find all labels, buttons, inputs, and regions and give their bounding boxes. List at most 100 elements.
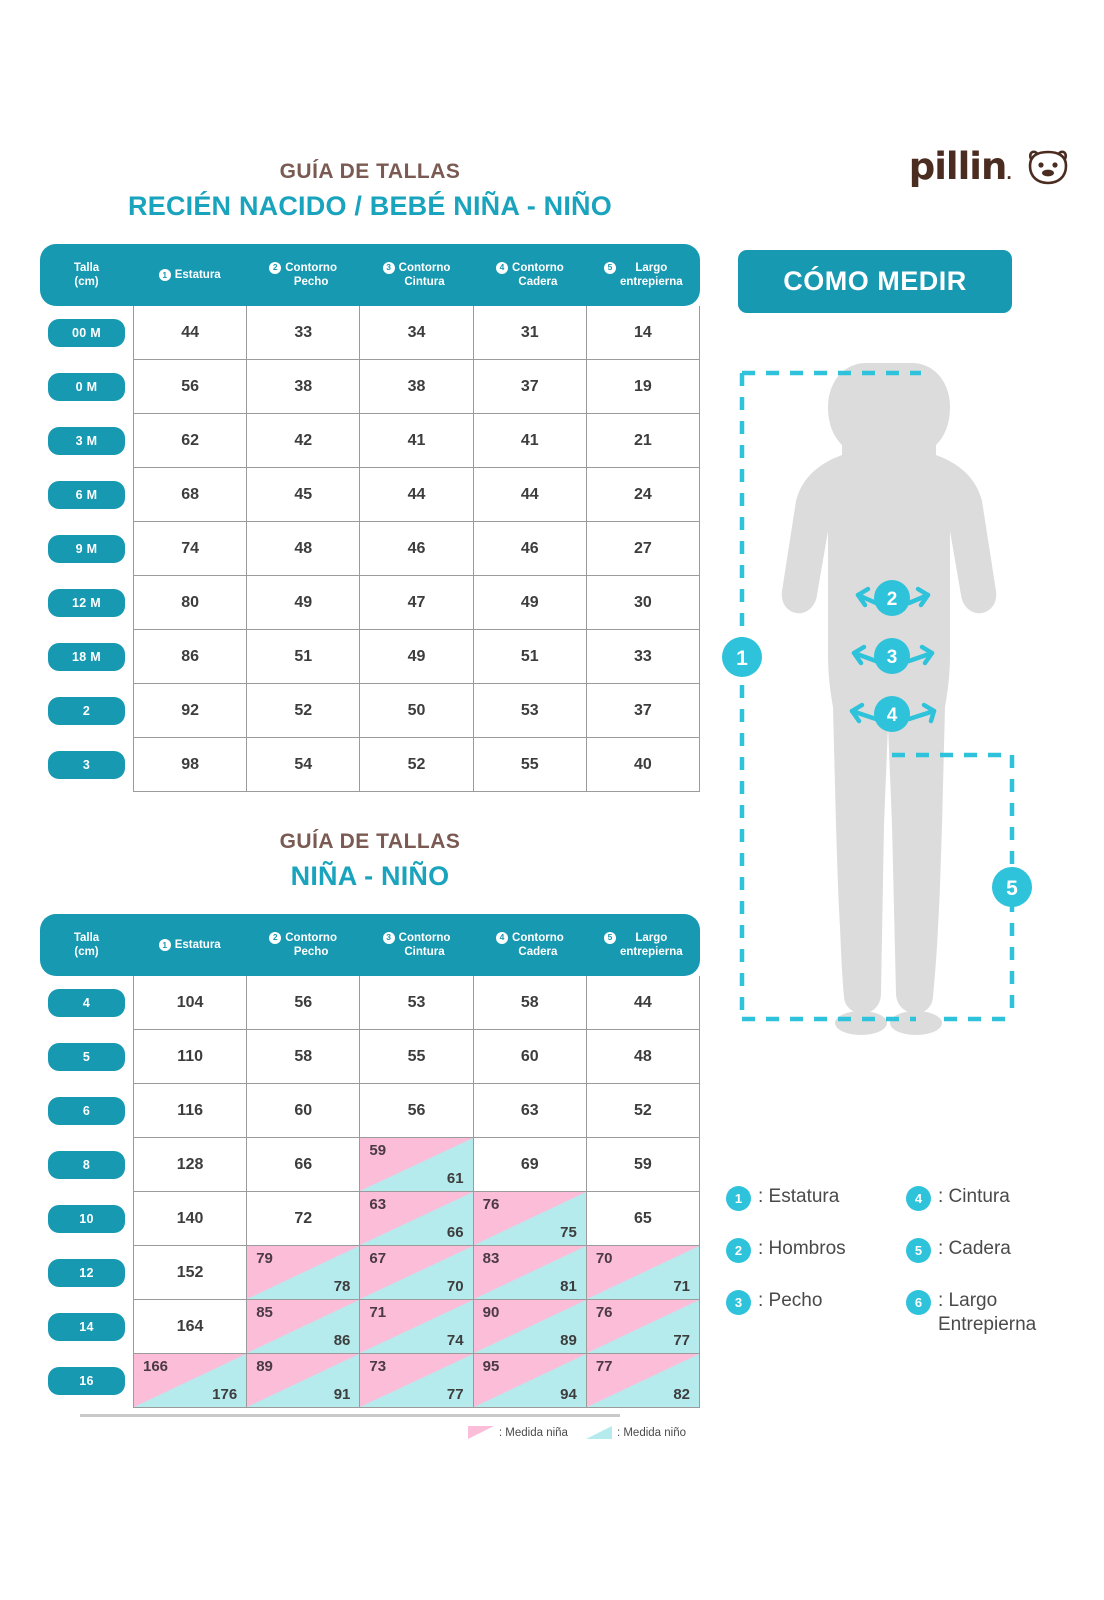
marker-2-icon: 2 (726, 1238, 751, 1263)
data-cells: 62 42 41 41 21 (133, 414, 700, 468)
table-cell: 42 (247, 414, 361, 467)
data-cells: 98 54 52 55 40 (133, 738, 700, 792)
gender-legend-item: : Medida niña (467, 1426, 568, 1439)
measurement-legend-label: : Estatura (758, 1186, 840, 1207)
table-cell-split: 83 81 (473, 1246, 587, 1299)
table-cell: 37 (474, 360, 587, 413)
size-cell: 12 M (40, 576, 133, 630)
table-cell: 37 (634, 701, 652, 719)
table-cell: 19 (634, 377, 652, 395)
boy-measure-value: 82 (673, 1386, 691, 1403)
table-cell: 152 (134, 1246, 248, 1299)
data-cells: 140 72 63 66 76 75 65 (133, 1192, 700, 1246)
table-cell-split: 76 77 (586, 1300, 700, 1353)
table-cell: 92 (134, 684, 248, 737)
data-cells: 44 33 34 31 14 (133, 306, 700, 360)
measurement-legend-item: 1 : Estatura (726, 1185, 906, 1211)
table-cell: 128 (134, 1138, 248, 1191)
table2-header-entrepierna: 5 Largo entrepierna (587, 931, 700, 960)
table-cell: 58 (474, 976, 587, 1029)
measurement-legend-label: : Cintura (938, 1186, 1010, 1207)
size-cell: 2 (40, 684, 133, 738)
hip-arrows-icon (849, 702, 937, 724)
marker-3-icon: 3 (382, 931, 395, 944)
table1-title: RECIÉN NACIDO / BEBÉ NIÑA - NIÑO (128, 191, 612, 221)
table-cell: 41 (360, 414, 474, 467)
shoulder-arrows-icon (855, 586, 931, 608)
girl-measure-value: 79 (256, 1250, 273, 1267)
table-cell-split: 67 70 (360, 1246, 474, 1299)
marker-2-icon: 2 (269, 261, 282, 274)
table-cell: 56 (247, 976, 361, 1029)
data-cells: 166 176 89 91 73 77 95 94 77 82 (133, 1354, 700, 1408)
size-cell: 00 M (40, 306, 133, 360)
data-cells: 56 38 38 37 19 (133, 360, 700, 414)
table-cell-split: 70 71 (586, 1246, 700, 1299)
girl-measure-value: 85 (256, 1304, 273, 1321)
table-cell: 55 (360, 1030, 474, 1083)
size-cell: 4 (40, 976, 133, 1030)
measurement-legend-item: 5: Cadera (906, 1237, 1086, 1263)
size-pill: 9 M (48, 535, 125, 563)
measurement-legend-item: 3: Pecho (726, 1289, 906, 1315)
girl-measure-value: 76 (595, 1304, 613, 1321)
marker-1-icon: 1 (726, 1186, 751, 1211)
table-cell: 33 (247, 306, 361, 359)
marker-3-icon: 3 (726, 1290, 751, 1315)
tables-column: GUÍA DE TALLAS RECIÉN NACIDO / BEBÉ NIÑA… (40, 160, 700, 1439)
table-cell: 110 (134, 1030, 248, 1083)
marker-4-icon: 4 (496, 931, 509, 944)
girl-measure-value: 76 (482, 1196, 500, 1213)
gender-legend-label: : Medida niño (616, 1426, 686, 1439)
table2-body: 4 104 56 53 58 44 5 110 58 55 60 48 6 116 60 56 63 52 8 128… (40, 976, 700, 1408)
table-cell: 59 (634, 1155, 652, 1173)
size-pill: 10 (48, 1205, 125, 1233)
table-cell: 52 (634, 1101, 652, 1119)
table1: Talla (cm) 1 Estatura 2 Contorno Pecho (40, 244, 700, 792)
measurement-legend-col-2: 4: Cintura 5: Cadera 6: Largo Entrepierna (906, 1185, 1086, 1363)
boy-swatch-icon (585, 1426, 612, 1439)
boy-measure-value: 77 (673, 1332, 691, 1349)
svg-text:2: 2 (887, 589, 898, 610)
table1-subtitle: GUÍA DE TALLAS (279, 160, 461, 183)
table1-body: 00 M 44 33 34 31 14 0 M 56 38 38 37 19 3 M 62 42 41 41 21… (40, 306, 700, 792)
girl-measure-value: 63 (369, 1196, 387, 1213)
table-row: 5 110 58 55 60 48 (40, 1030, 700, 1084)
table-row: 6 M 68 45 44 44 24 (40, 468, 700, 522)
table-cell: 140 (134, 1192, 248, 1245)
table-cell-split: 59 61 (360, 1138, 474, 1191)
girl-measure-value: 67 (369, 1250, 387, 1267)
table-cell: 38 (360, 360, 474, 413)
table-cell: 72 (247, 1192, 361, 1245)
table-cell: 80 (134, 576, 248, 629)
svg-text:4: 4 (887, 705, 898, 726)
data-cells: 74 48 46 46 27 (133, 522, 700, 576)
size-pill: 0 M (48, 373, 125, 401)
table-row: 6 116 60 56 63 52 (40, 1084, 700, 1138)
table-cell: 49 (474, 576, 587, 629)
table-cell-split: 71 74 (360, 1300, 474, 1353)
size-cell: 3 M (40, 414, 133, 468)
table-cell: 53 (360, 976, 474, 1029)
table-cell: 50 (360, 684, 474, 737)
table-cell: 56 (360, 1084, 474, 1137)
data-cells: 104 56 53 58 44 (133, 976, 700, 1030)
table-row: 3 98 54 52 55 40 (40, 738, 700, 792)
size-pill: 3 M (48, 427, 125, 455)
table2-header-talla: Talla (cm) (73, 931, 100, 958)
body-measurement-diagram: 1 2 3 4 5 (722, 363, 1032, 1035)
gender-legend: : Medida niña : Medida niño (40, 1426, 700, 1439)
how-to-measure-column: pillin. CÓMO MEDIR (716, 145, 1086, 1335)
table-cell-split: 166 176 (134, 1354, 248, 1407)
size-cell: 12 (40, 1246, 133, 1300)
size-pill: 4 (48, 989, 125, 1017)
table-cell: 86 (134, 630, 248, 683)
table-cell: 56 (134, 360, 248, 413)
size-cell: 0 M (40, 360, 133, 414)
data-cells: 86 51 49 51 33 (133, 630, 700, 684)
size-cell: 18 M (40, 630, 133, 684)
table-cell: 63 (474, 1084, 587, 1137)
size-pill: 12 (48, 1259, 125, 1287)
table1-header-cadera: 4 Contorno Cadera (473, 261, 586, 290)
